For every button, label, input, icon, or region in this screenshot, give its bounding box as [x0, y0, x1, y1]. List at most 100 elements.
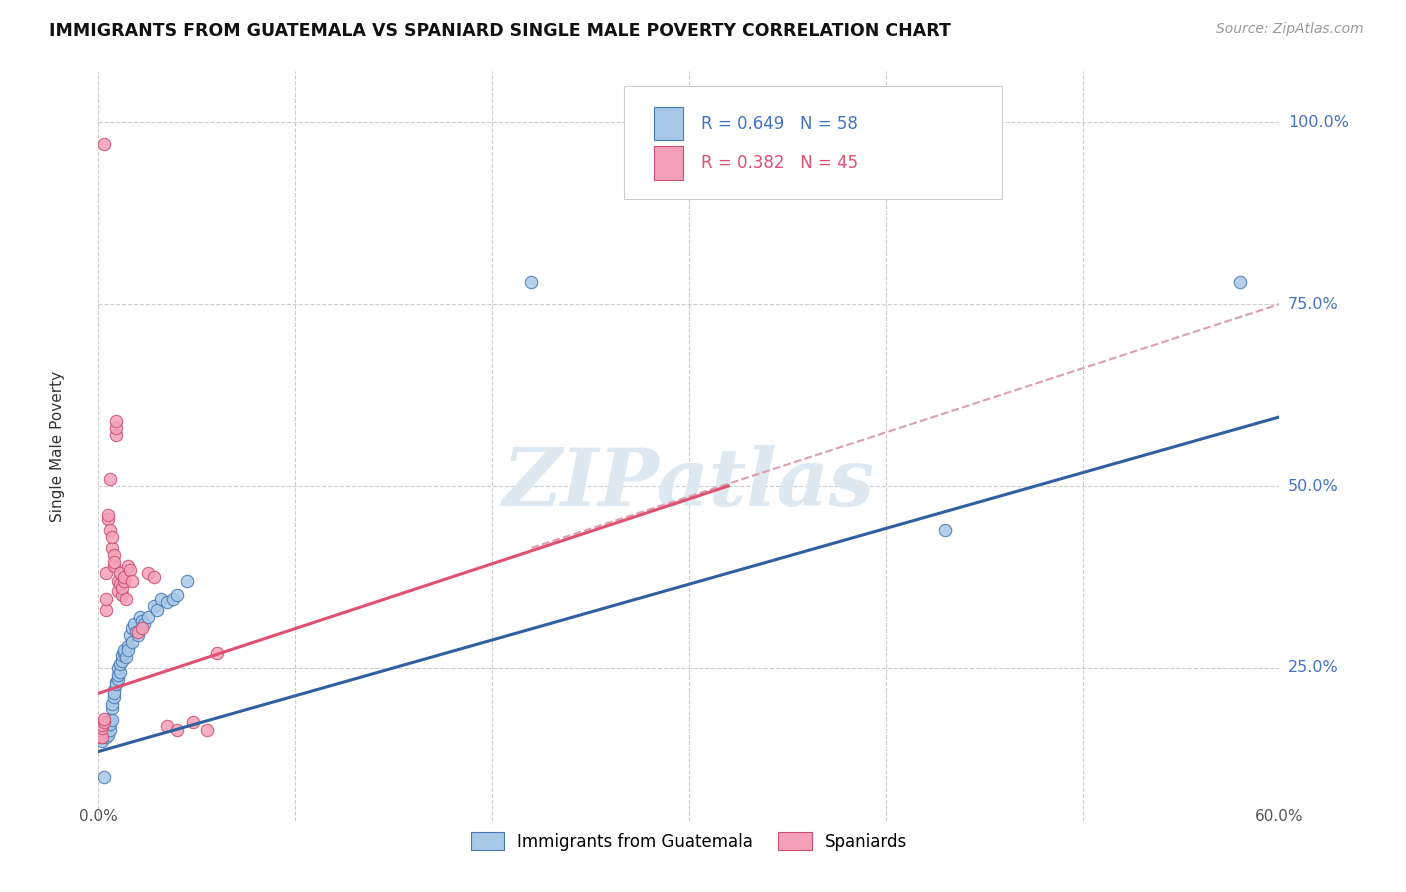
Point	[117, 642, 139, 657]
Point	[91, 730, 114, 744]
Point	[89, 730, 111, 744]
Point	[97, 512, 120, 526]
Point	[96, 719, 118, 733]
Point	[105, 675, 128, 690]
Point	[101, 701, 124, 715]
Point	[105, 428, 128, 442]
Point	[115, 591, 138, 606]
Point	[108, 657, 131, 672]
Point	[107, 668, 129, 682]
Point	[93, 726, 115, 740]
Text: 50.0%: 50.0%	[1288, 478, 1339, 493]
FancyBboxPatch shape	[654, 106, 683, 140]
Point	[118, 563, 141, 577]
FancyBboxPatch shape	[624, 87, 1002, 199]
Point	[93, 712, 115, 726]
Point	[108, 665, 131, 679]
Point	[93, 137, 115, 152]
Text: 0.0%: 0.0%	[79, 809, 118, 824]
Text: Single Male Poverty: Single Male Poverty	[49, 370, 65, 522]
Point	[156, 719, 179, 733]
Point	[97, 717, 120, 731]
Point	[121, 635, 143, 649]
Point	[103, 555, 125, 569]
Point	[105, 421, 128, 435]
Point	[107, 661, 129, 675]
Text: R = 0.649   N = 58: R = 0.649 N = 58	[700, 115, 858, 133]
Point	[89, 730, 111, 744]
Point	[103, 559, 125, 574]
Point	[96, 730, 118, 744]
Point	[150, 591, 173, 606]
Point	[101, 713, 124, 727]
Text: 100.0%: 100.0%	[1288, 115, 1348, 129]
Point	[103, 548, 125, 562]
Point	[156, 595, 179, 609]
Point	[166, 723, 188, 737]
Point	[122, 617, 145, 632]
Point	[96, 602, 118, 616]
Point	[101, 541, 124, 555]
Point	[131, 621, 153, 635]
Point	[1229, 276, 1251, 290]
Point	[96, 721, 118, 735]
Point	[136, 610, 159, 624]
Point	[101, 530, 124, 544]
Point	[89, 723, 111, 737]
Point	[97, 728, 120, 742]
Point	[98, 717, 121, 731]
FancyBboxPatch shape	[654, 146, 683, 180]
Point	[128, 610, 150, 624]
Point	[93, 728, 115, 742]
Point	[205, 646, 228, 660]
Point	[91, 730, 114, 744]
Point	[91, 723, 114, 737]
Point	[131, 614, 153, 628]
Point	[146, 602, 169, 616]
Text: 25.0%: 25.0%	[1288, 660, 1339, 675]
Point	[118, 628, 141, 642]
Point	[97, 715, 120, 730]
Legend: Immigrants from Guatemala, Spaniards: Immigrants from Guatemala, Spaniards	[464, 826, 914, 857]
Text: 75.0%: 75.0%	[1288, 297, 1339, 311]
Point	[112, 574, 135, 588]
Point	[89, 726, 111, 740]
Point	[103, 682, 125, 697]
Point	[934, 523, 956, 537]
Point	[520, 276, 543, 290]
Point	[112, 646, 135, 660]
Point	[111, 654, 134, 668]
Point	[96, 591, 118, 606]
Point	[162, 591, 184, 606]
Point	[103, 690, 125, 704]
Point	[98, 472, 121, 486]
Point	[98, 712, 121, 726]
Point	[107, 584, 129, 599]
Point	[127, 628, 149, 642]
Point	[111, 581, 134, 595]
Point	[91, 721, 114, 735]
Point	[132, 617, 155, 632]
Point	[195, 723, 218, 737]
Point	[98, 723, 121, 737]
Point	[142, 599, 165, 613]
Point	[108, 566, 131, 581]
Point	[107, 672, 129, 686]
Point	[111, 588, 134, 602]
Point	[98, 523, 121, 537]
Point	[93, 770, 115, 784]
Point	[136, 566, 159, 581]
Point	[121, 621, 143, 635]
Point	[105, 413, 128, 427]
Point	[101, 698, 124, 712]
Point	[108, 577, 131, 591]
Text: R = 0.382   N = 45: R = 0.382 N = 45	[700, 153, 858, 172]
Text: 60.0%: 60.0%	[1256, 809, 1303, 824]
Point	[181, 715, 204, 730]
Point	[91, 733, 114, 747]
Point	[93, 725, 115, 739]
Text: ZIPatlas: ZIPatlas	[503, 445, 875, 522]
Point	[89, 726, 111, 740]
Point	[121, 574, 143, 588]
Point	[117, 639, 139, 653]
